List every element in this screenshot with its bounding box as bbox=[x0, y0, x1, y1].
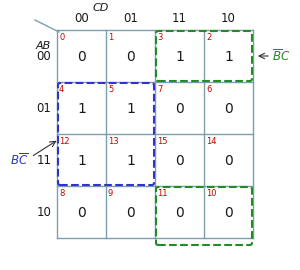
Text: 0: 0 bbox=[175, 102, 184, 116]
Text: AB: AB bbox=[35, 40, 51, 50]
Text: 0: 0 bbox=[77, 50, 86, 64]
Text: 11: 11 bbox=[37, 154, 52, 167]
Text: 11: 11 bbox=[172, 12, 187, 25]
Text: 0: 0 bbox=[77, 206, 86, 220]
Text: 01: 01 bbox=[123, 12, 138, 25]
Text: 7: 7 bbox=[157, 85, 162, 94]
Text: 11: 11 bbox=[157, 189, 167, 198]
Text: 0: 0 bbox=[175, 154, 184, 168]
Text: 1: 1 bbox=[126, 102, 135, 116]
Text: $B\overline{C}$: $B\overline{C}$ bbox=[10, 152, 28, 168]
Text: 1: 1 bbox=[224, 50, 233, 64]
Text: 0: 0 bbox=[224, 102, 233, 116]
Text: 9: 9 bbox=[108, 189, 113, 198]
Text: 13: 13 bbox=[108, 137, 119, 146]
Text: 3: 3 bbox=[157, 33, 162, 42]
Text: 1: 1 bbox=[175, 50, 184, 64]
Text: 14: 14 bbox=[206, 137, 217, 146]
Text: 00: 00 bbox=[37, 49, 51, 62]
Text: 2: 2 bbox=[206, 33, 211, 42]
Text: 00: 00 bbox=[74, 12, 89, 25]
Text: 1: 1 bbox=[108, 33, 113, 42]
Text: 0: 0 bbox=[175, 206, 184, 220]
Text: CD: CD bbox=[93, 3, 109, 13]
Text: 0: 0 bbox=[126, 206, 135, 220]
Text: 8: 8 bbox=[59, 189, 64, 198]
Text: 15: 15 bbox=[157, 137, 167, 146]
Text: 0: 0 bbox=[224, 154, 233, 168]
Text: 10: 10 bbox=[206, 189, 217, 198]
Text: 12: 12 bbox=[59, 137, 70, 146]
Text: 10: 10 bbox=[37, 205, 51, 218]
Text: 1: 1 bbox=[77, 102, 86, 116]
Text: 10: 10 bbox=[221, 12, 236, 25]
Text: 5: 5 bbox=[108, 85, 113, 94]
Text: 0: 0 bbox=[59, 33, 64, 42]
Text: 0: 0 bbox=[224, 206, 233, 220]
Text: 01: 01 bbox=[37, 102, 51, 114]
Text: 1: 1 bbox=[77, 154, 86, 168]
Text: 4: 4 bbox=[59, 85, 64, 94]
Text: 6: 6 bbox=[206, 85, 212, 94]
Text: 1: 1 bbox=[126, 154, 135, 168]
Text: 0: 0 bbox=[126, 50, 135, 64]
Text: $\overline{B}C$: $\overline{B}C$ bbox=[272, 48, 290, 64]
